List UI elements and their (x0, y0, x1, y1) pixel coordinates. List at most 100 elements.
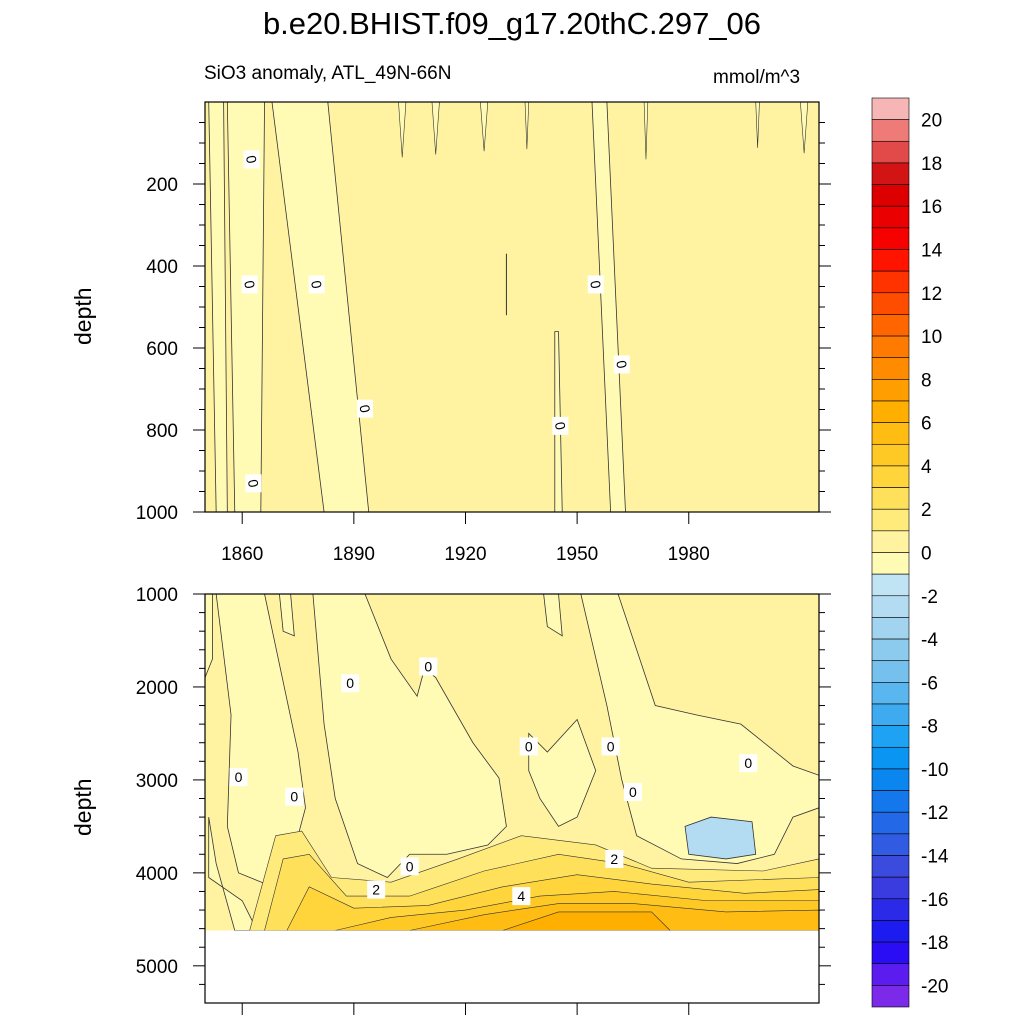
contour-label-bg (341, 674, 360, 693)
colorbar-swatch (871, 920, 910, 943)
contour-label-bg (367, 880, 386, 899)
contour-label: 2 (372, 882, 380, 898)
contour-label-bg (519, 737, 538, 756)
colorbar-label: -14 (921, 847, 949, 868)
contour-label-bg (623, 782, 642, 801)
contour-label: 0 (552, 421, 569, 432)
lower-y-tick-label: 1000 (136, 585, 178, 606)
contour-label-bg (229, 768, 248, 787)
colorbar-swatch (871, 963, 910, 986)
chart-subtitle: SiO3 anomaly, ATL_49N-66N (204, 63, 452, 84)
colorbar-swatch (871, 357, 910, 380)
colorbar-swatch (871, 941, 910, 965)
colorbar-swatch (871, 508, 910, 532)
lower-negative-region (528, 718, 597, 827)
colorbar-swatch (871, 530, 910, 553)
upper-x-tick-label: 1890 (333, 544, 375, 565)
colorbar-swatch (871, 898, 910, 921)
colorbar-swatch (871, 184, 910, 207)
contour-label-bg (605, 849, 624, 868)
contour-label-bg (308, 275, 325, 294)
contour-label: 0 (629, 784, 637, 800)
contour-label: 0 (525, 738, 533, 754)
contour-label-bg (245, 474, 262, 493)
colorbar-label: 2 (921, 500, 932, 521)
contour-label: 0 (243, 154, 260, 165)
contour-label: 0 (744, 755, 752, 771)
contour-label-bg (243, 150, 260, 169)
contour-label-bg (400, 857, 419, 876)
colorbar-swatch (871, 617, 910, 640)
colorbar-swatch (871, 790, 910, 813)
lower-y-tick-label: 4000 (136, 864, 178, 885)
lower-negative-core (684, 816, 757, 860)
colorbar-swatch (871, 400, 910, 423)
contour-label: 0 (424, 659, 432, 675)
colorbar-swatch (871, 335, 910, 359)
colorbar-swatch (871, 768, 910, 791)
colorbar-swatch (871, 227, 910, 250)
colorbar-swatch (871, 465, 910, 488)
upper-x-tick-label: 1980 (668, 544, 710, 565)
colorbar-swatch (871, 422, 910, 445)
upper-x-tick-label: 1860 (221, 544, 263, 565)
contour-label: 0 (308, 279, 325, 290)
colorbar-swatch (871, 725, 910, 748)
contour-label: 4 (517, 888, 525, 904)
colorbar-swatch (871, 811, 910, 835)
upper-panel: 200 400 600 800 1000 1860 1890 1920 1950 1980 0 0 0 0… (136, 101, 831, 565)
upper-y-tick-label: 1000 (136, 503, 178, 524)
contour-label-bg (285, 787, 304, 806)
colorbar-label: -6 (921, 673, 938, 694)
colorbar-label: -4 (921, 630, 938, 651)
contour-label: 2 (610, 851, 618, 867)
colorbar-swatch (871, 833, 910, 856)
colorbar-label: 16 (921, 197, 942, 218)
upper-x-tick-label: 1950 (556, 544, 598, 565)
contour-label: 0 (356, 403, 373, 414)
colorbar-swatch (871, 292, 910, 315)
colorbar-label: 12 (921, 284, 942, 305)
colorbar-swatch (871, 119, 910, 142)
upper-y-tick-label: 200 (146, 175, 178, 196)
lower-y-tick-label: 5000 (136, 957, 178, 978)
units-label: mmol/m^3 (713, 67, 801, 88)
contour-label: 0 (290, 789, 298, 805)
upper-y-tick-label: 600 (146, 339, 178, 360)
colorbar-label: -20 (921, 976, 948, 997)
contour-label: 0 (241, 279, 258, 290)
colorbar-swatch (871, 379, 910, 402)
contour-label-bg (419, 657, 438, 676)
colorbar-swatch (871, 487, 910, 510)
colorbar-swatch (871, 552, 910, 575)
colorbar-swatch (871, 140, 910, 164)
colorbar-label: 0 (921, 544, 932, 565)
colorbar-swatch (871, 270, 910, 294)
contour-label: 0 (406, 858, 414, 874)
chart-title: b.e20.BHIST.f09_g17.20thC.297_06 (262, 6, 762, 41)
contour-label: 0 (235, 769, 243, 785)
contour-label: 0 (346, 675, 354, 691)
colorbar-label: -2 (921, 587, 938, 608)
contour-label: 0 (613, 359, 630, 370)
contour-label-bg (357, 399, 374, 418)
colorbar-swatch (871, 638, 910, 662)
colorbar-swatch (871, 660, 910, 683)
colorbar-swatch (871, 573, 910, 597)
contour-label-bg (512, 887, 531, 906)
contour-label: 0 (587, 279, 604, 290)
contour-label: 0 (245, 478, 262, 489)
contour-label-bg (241, 275, 258, 294)
colorbar-swatch (871, 682, 910, 705)
upper-x-tick-label: 1920 (444, 544, 486, 565)
colorbar-swatch (871, 595, 910, 618)
colorbar-swatch (871, 314, 910, 337)
colorbar-label: -10 (921, 760, 948, 781)
colorbar-swatch (871, 855, 910, 878)
colorbar-label: 6 (921, 414, 932, 435)
colorbar-swatch (871, 249, 910, 272)
colorbar: 20181614121086420-2-4-6-8-10-12-14-16-18… (871, 97, 949, 1008)
lower-y-tick-label: 2000 (136, 678, 178, 699)
contour-label: 0 (607, 738, 615, 754)
